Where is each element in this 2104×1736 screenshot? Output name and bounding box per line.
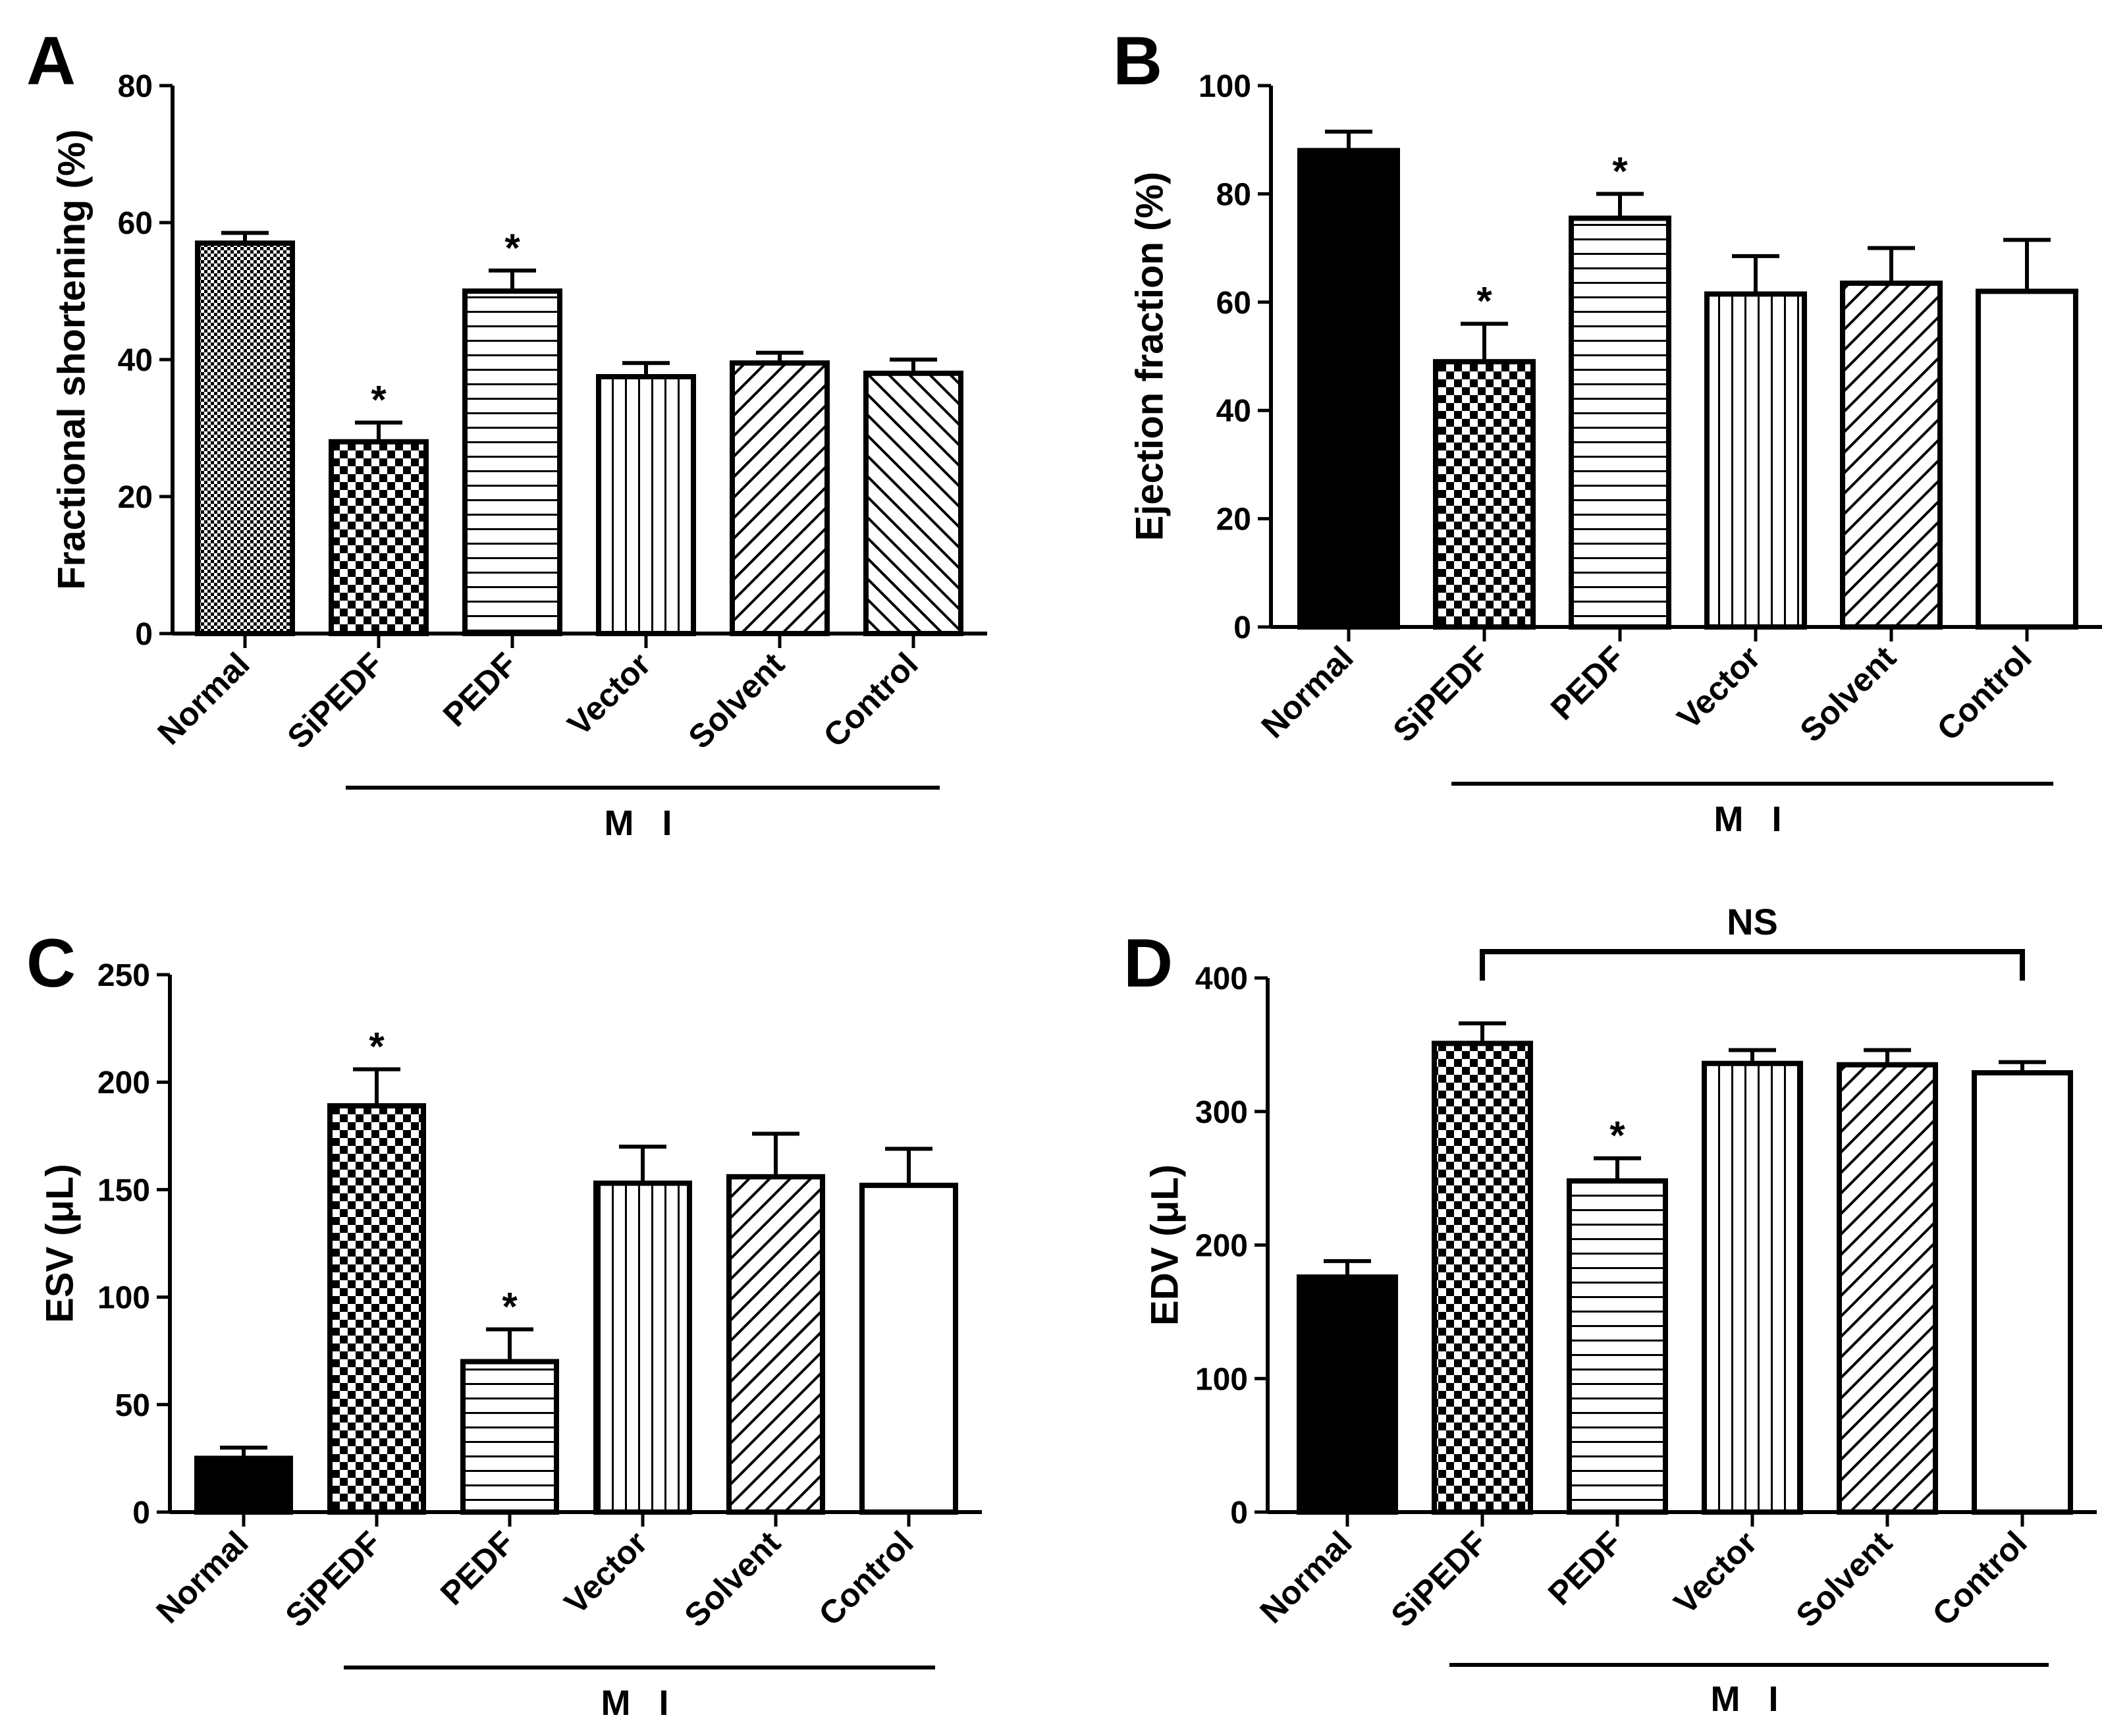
y-tick-label: 0 [135,617,153,652]
category-label-normal: Normal [150,645,256,751]
y-tick-label: 40 [118,343,153,378]
y-tick-label: 400 [1195,962,1248,996]
bar-vector [1702,1060,1803,1515]
y-tick-label: 200 [97,1066,150,1100]
bar-pedf [1567,1178,1668,1515]
panel-c: C 0 50 100 150 200 250 ESV (μL) Normal SiPEDF * PED… [26,925,982,1723]
y-tick-label: 100 [1199,69,1251,104]
category-label-sipedf: SiPEDF [1386,639,1496,749]
significance-mark-pedf: * [1609,1114,1625,1158]
y-axis-title: Ejection fraction (%) [1128,172,1171,541]
y-tick-label: 150 [97,1173,150,1208]
category-label-vector: Vector [560,645,658,743]
y-tick-label: 60 [118,206,153,241]
y-tick-label: 0 [132,1496,150,1531]
y-tick-label: 0 [1230,1496,1248,1531]
category-label-solvent: Solvent [681,645,792,756]
category-label-solvent: Solvent [677,1524,788,1635]
bar-solvent [1840,281,1943,630]
bar-solvent [730,360,830,636]
y-tick-label: 50 [115,1388,150,1423]
category-label-pedf: PEDF [433,1524,522,1612]
bar-solvent [726,1174,825,1515]
category-label-pedf: PEDF [436,645,524,734]
y-tick-label: 80 [118,69,153,104]
ns-label: NS [1727,901,1778,942]
category-label-pedf: PEDF [1541,1524,1629,1612]
bar-control [863,370,963,636]
y-tick-label: 0 [1233,610,1251,645]
bar-solvent [1837,1062,1938,1515]
category-label-vector: Vector [1670,639,1767,736]
y-tick-label: 60 [1216,286,1251,321]
panel-letter-b: B [1113,23,1162,99]
group-label: M I [1714,800,1791,839]
y-tick-label: 80 [1216,177,1251,212]
significance-mark-sipedf: * [1476,279,1492,323]
category-label-solvent: Solvent [1789,1524,1899,1635]
category-label-sipedf: SiPEDF [278,1524,388,1634]
y-axis-title: EDV (μL) [1143,1164,1186,1326]
y-axis-title: Fractional shortening (%) [50,129,93,589]
category-label-sipedf: SiPEDF [1384,1524,1494,1634]
bar-sipedf [327,1103,426,1515]
group-label: M I [605,803,682,843]
bar-vector [593,1180,692,1515]
bar-normal [1297,148,1400,630]
category-label-pedf: PEDF [1544,639,1632,727]
significance-mark-pedf: * [504,226,520,270]
category-label-normal: Normal [1253,1524,1359,1630]
panel-d: D 0 100 200 300 400 EDV (μL) Normal SiPEDF PEDF * V… [1123,901,2097,1719]
panel-b: B 0 20 40 60 80 100 Ejection fraction (%) Normal… [1113,23,2102,839]
category-label-normal: Normal [1254,639,1360,745]
category-label-control: Control [817,645,925,754]
category-label-control: Control [1930,639,2039,747]
bar-sipedf [1433,359,1536,630]
panel-letter-c: C [26,925,76,1002]
y-tick-label: 20 [118,480,153,515]
bar-normal [194,1455,293,1515]
panel-letter-a: A [26,23,76,99]
significance-mark-pedf: * [502,1285,518,1329]
category-label-control: Control [812,1524,921,1633]
panel-a: A 0 20 40 60 80 Fractional shortening (%) Norma… [26,23,987,843]
y-tick-label: 250 [97,958,150,993]
significance-mark-sipedf: * [369,1025,385,1069]
bar-vector [596,374,696,636]
category-label-sipedf: SiPEDF [280,645,390,755]
y-tick-label: 300 [1195,1095,1248,1130]
y-tick-label: 20 [1216,502,1251,537]
y-axis-title: ESV (μL) [38,1164,81,1323]
group-label: M I [601,1683,678,1723]
bar-normal [195,240,295,636]
bar-vector [1704,291,1807,630]
y-tick-label: 40 [1216,394,1251,429]
group-label: M I [1711,1679,1788,1719]
y-tick-label: 100 [97,1281,150,1316]
bar-pedf [462,288,562,636]
category-label-vector: Vector [1667,1524,1764,1621]
panel-letter-d: D [1123,925,1173,1002]
bar-normal [1297,1274,1398,1515]
y-tick-label: 100 [1195,1362,1248,1397]
bar-pedf [1569,215,1671,630]
y-tick-label: 200 [1195,1229,1248,1264]
category-label-control: Control [1926,1524,2034,1633]
bar-sipedf [329,439,429,636]
bar-control [1976,288,2078,630]
bar-sipedf [1432,1041,1533,1515]
significance-mark-sipedf: * [371,378,387,422]
ns-bracket [1480,949,2025,981]
category-label-normal: Normal [149,1524,255,1630]
category-label-vector: Vector [557,1524,655,1621]
bar-pedf [460,1359,559,1515]
category-label-solvent: Solvent [1793,639,1903,749]
bar-control [859,1182,958,1515]
significance-mark-pedf: * [1612,149,1628,193]
bar-control [1972,1070,2073,1515]
